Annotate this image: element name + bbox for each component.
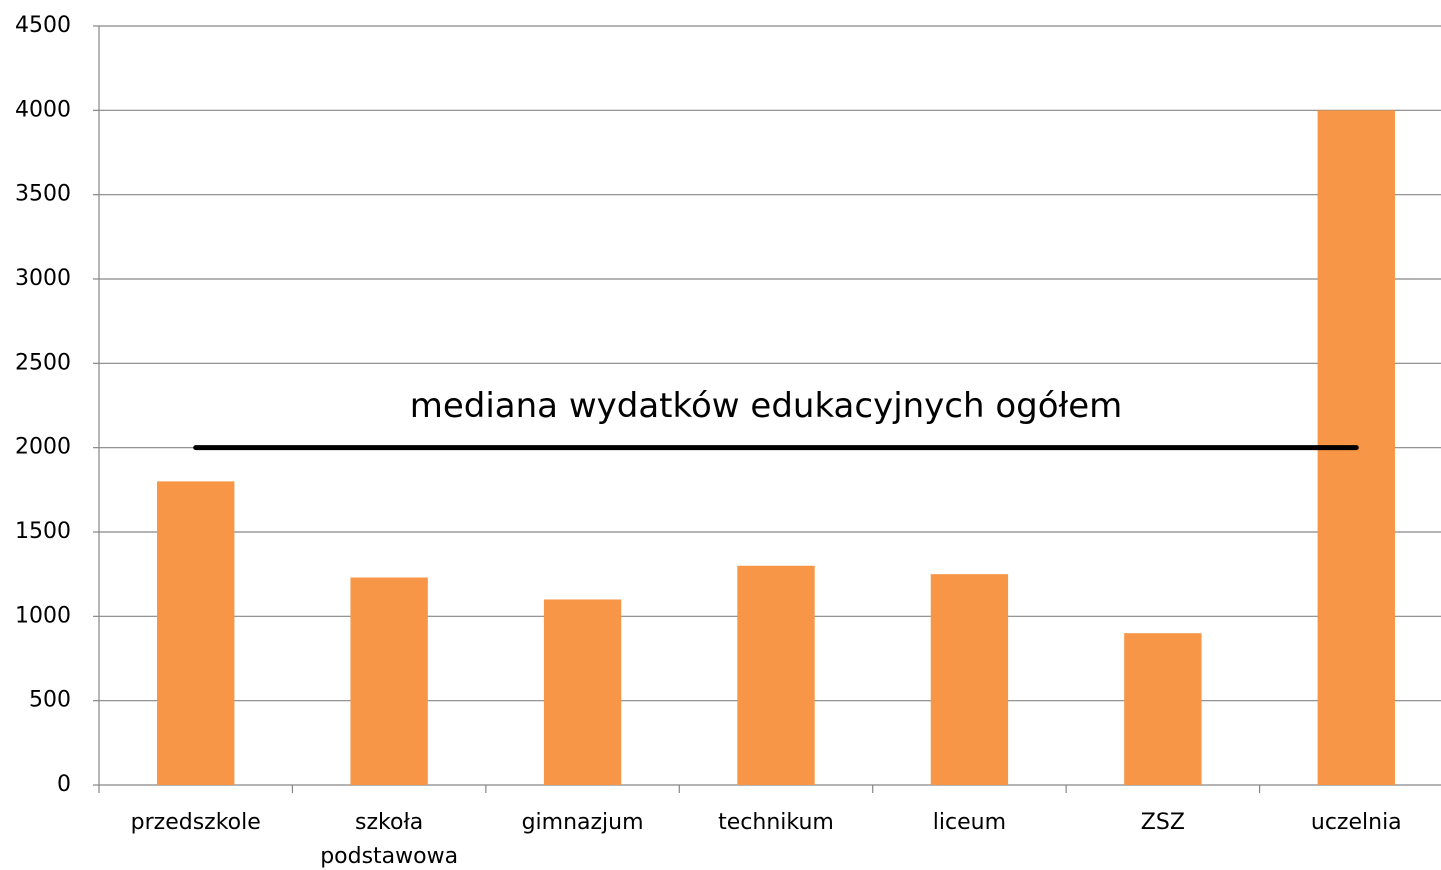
x-tick-label: szkoła podstawowa	[320, 810, 458, 869]
y-tick-label: 3000	[15, 266, 71, 291]
x-tick-label: przedszkole	[131, 810, 261, 835]
x-tick-label: ZSZ	[1141, 810, 1185, 835]
x-tick-label: gimnazjum	[522, 810, 644, 835]
y-tick-label: 1000	[15, 603, 71, 628]
y-tick-label: 0	[57, 772, 71, 797]
bar	[737, 565, 815, 785]
y-tick-label: 1500	[15, 519, 71, 544]
bar	[157, 481, 235, 785]
y-tick-label: 2000	[15, 435, 71, 460]
bar	[930, 574, 1009, 785]
bar	[1124, 633, 1202, 785]
x-tick-label: uczelnia	[1311, 810, 1402, 835]
y-tick-label: 3500	[15, 182, 71, 207]
x-tick-label: liceum	[933, 810, 1006, 835]
y-tick-label: 4500	[15, 13, 71, 38]
median-label: mediana wydatków edukacyjnych ogółem	[410, 386, 1123, 426]
bar	[543, 599, 622, 785]
y-tick-label: 2500	[15, 350, 71, 375]
y-tick-label: 4000	[15, 97, 71, 122]
x-tick-label: technikum	[718, 810, 834, 835]
bar	[350, 577, 428, 785]
y-tick-label: 500	[29, 688, 71, 713]
